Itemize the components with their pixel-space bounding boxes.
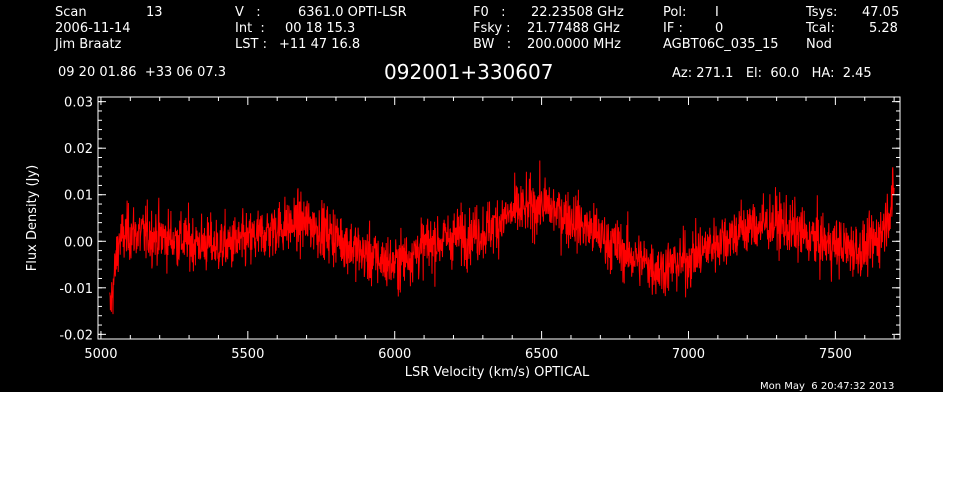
- tsys-label: Tsys:: [806, 5, 838, 20]
- tcal-label: Tcal:: [806, 21, 835, 36]
- y-axis-ticks: -0.02 -0.01 0.00 0.01 0.02 0.03: [59, 96, 900, 343]
- observer-name: Jim Braatz: [55, 37, 122, 52]
- plot-timestamp: Mon May 6 20:47:32 2013: [760, 381, 895, 392]
- project-id: AGBT06C_035_15: [663, 37, 779, 52]
- scan-value: 13: [146, 5, 163, 20]
- source-coordinates: 09 20 01.86 +33 06 07.3: [58, 65, 227, 80]
- y-tick-label: 0.01: [64, 189, 93, 204]
- velocity-label: V :: [235, 5, 261, 20]
- fsky-label: Fsky :: [473, 21, 511, 36]
- source-name: 092001+330607: [384, 60, 554, 84]
- y-tick-label: -0.01: [59, 282, 93, 297]
- y-tick-label: -0.02: [59, 328, 93, 343]
- obs-date: 2006-11-14: [55, 21, 131, 36]
- trace-layer: [109, 160, 895, 315]
- lst-value: +11 47 16.8: [279, 37, 361, 52]
- plot-frame: [97, 96, 901, 340]
- y-tick-label: 0.02: [64, 142, 93, 157]
- f0-label: F0 :: [473, 5, 506, 20]
- scan-label: Scan: [55, 5, 87, 20]
- x-tick-label: 7000: [672, 347, 705, 362]
- integration-value: 00 18 15.3: [285, 21, 356, 36]
- obs-mode: Nod: [806, 37, 832, 52]
- x-tick-label: 5500: [231, 347, 264, 362]
- y-tick-label: 0.00: [64, 235, 93, 250]
- x-tick-label: 5000: [84, 347, 117, 362]
- bw-value: 200.0000 MHz: [527, 37, 621, 52]
- spectrum-chart: 5000 5500 6000 6500 7000 7500 -0.02 -0.01 0.00 0…: [25, 96, 901, 380]
- x-tick-label: 6500: [525, 347, 558, 362]
- pointing-info: Az: 271.1 El: 60.0 HA: 2.45: [672, 66, 872, 81]
- y-axis-label: Flux Density (Jy): [25, 165, 40, 271]
- x-tick-label: 6000: [378, 347, 411, 362]
- pol-value: I: [715, 5, 719, 20]
- lst-label: LST :: [235, 37, 267, 52]
- tcal-value: 5.28: [869, 21, 898, 36]
- x-axis-label: LSR Velocity (km/s) OPTICAL: [405, 365, 590, 380]
- integration-label: Int :: [235, 21, 265, 36]
- tsys-value: 47.05: [862, 5, 900, 20]
- velocity-value: 6361.0 OPTI-LSR: [298, 5, 407, 20]
- spectrum-trace: [109, 160, 895, 315]
- f0-value: 22.23508 GHz: [531, 5, 624, 20]
- x-tick-label: 7500: [819, 347, 852, 362]
- bw-label: BW :: [473, 37, 512, 52]
- if-label: IF :: [663, 21, 683, 36]
- x-axis-ticks: 5000 5500 6000 6500 7000 7500: [84, 97, 895, 362]
- pol-label: Pol:: [663, 5, 687, 20]
- plot-panel: Scan 13 2006-11-14 Jim Braatz V : 6361.0…: [0, 0, 943, 392]
- y-tick-label: 0.03: [64, 96, 93, 111]
- fsky-value: 21.77488 GHz: [527, 21, 620, 36]
- if-value: 0: [715, 21, 724, 36]
